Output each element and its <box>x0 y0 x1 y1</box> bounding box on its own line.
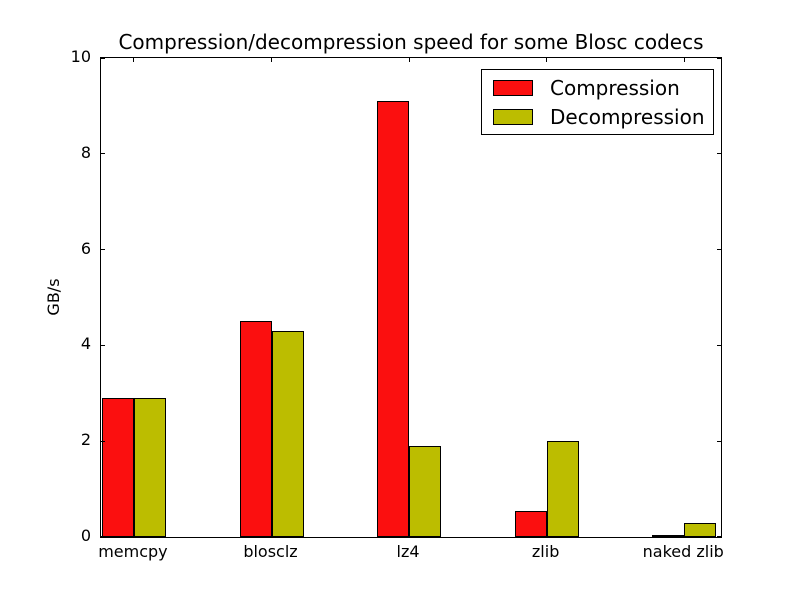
x-tick-mark <box>271 58 272 62</box>
bar-compression-naked-zlib <box>652 534 685 537</box>
x-tick-label: blosclz <box>243 542 298 561</box>
y-tick-label: 10 <box>70 47 91 66</box>
x-tick-mark <box>546 533 548 537</box>
y-tick-label: 6 <box>80 238 91 258</box>
y-tick-label: 0 <box>80 526 91 545</box>
x-tick-mark <box>133 58 135 62</box>
y-tick-mark <box>101 440 105 442</box>
bar-decompression-memcpy <box>133 398 166 537</box>
bar-compression-blosclz <box>239 321 272 537</box>
chart-title: Compression/decompression speed for some… <box>118 30 704 54</box>
bar-compression-zlib <box>514 510 547 537</box>
y-tick-mark <box>101 58 105 59</box>
legend-label-compression: Compression <box>550 75 680 100</box>
y-tick-mark <box>101 153 105 155</box>
plot-area <box>100 57 722 538</box>
x-tick-mark <box>683 533 685 537</box>
bar-compression-memcpy <box>101 398 134 537</box>
y-tick-mark <box>101 249 105 251</box>
y-tick-mark <box>101 536 105 537</box>
y-tick-mark <box>717 153 721 155</box>
y-tick-label: 8 <box>80 142 91 162</box>
legend-label-decompression: Decompression <box>550 104 705 129</box>
bar-decompression-lz4 <box>409 445 442 537</box>
x-tick-mark <box>546 58 548 62</box>
bar-decompression-zlib <box>546 441 579 537</box>
decompression-swatch-icon <box>493 108 533 125</box>
bar-decompression-naked-zlib <box>684 522 717 537</box>
bar-compression-lz4 <box>377 101 410 537</box>
y-axis-label: GB/s <box>44 278 63 316</box>
bar-decompression-blosclz <box>271 331 304 537</box>
y-tick-label: 4 <box>80 334 91 354</box>
compression-swatch-icon <box>493 79 533 96</box>
y-tick-mark <box>717 536 721 537</box>
y-tick-mark <box>717 344 721 346</box>
legend-item-decompression: Decompression <box>493 105 713 129</box>
y-tick-mark <box>101 344 105 346</box>
x-tick-mark <box>133 533 135 537</box>
x-tick-label: memcpy <box>98 542 168 561</box>
x-tick-mark <box>408 533 410 537</box>
x-tick-mark <box>271 533 272 537</box>
y-tick-mark <box>717 440 721 442</box>
x-tick-mark <box>408 58 410 62</box>
legend-item-compression: Compression <box>493 76 713 100</box>
y-tick-label: 2 <box>80 430 91 450</box>
x-tick-mark <box>683 58 685 62</box>
y-tick-mark <box>717 58 721 59</box>
legend: Compression Decompression <box>481 69 714 135</box>
x-tick-label: lz4 <box>396 542 420 561</box>
x-tick-label: zlib <box>531 542 560 561</box>
x-tick-label: naked zlib <box>642 542 724 561</box>
y-tick-mark <box>717 249 721 251</box>
